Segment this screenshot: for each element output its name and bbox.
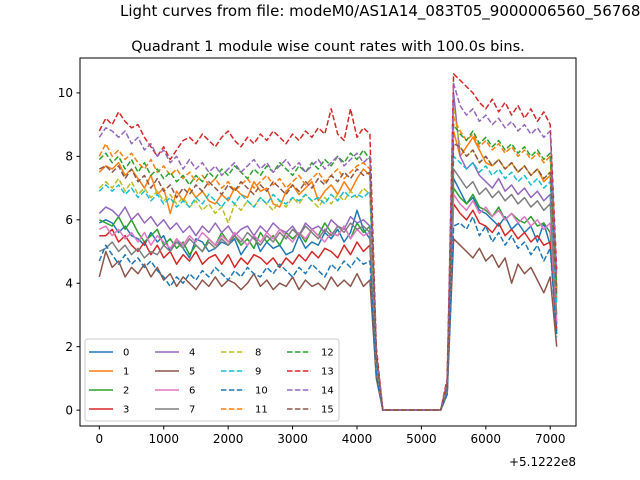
legend-label-14: 14 <box>321 386 334 397</box>
plot-frame <box>79 57 577 427</box>
series-line-6 <box>98 193 558 411</box>
legend-frame <box>84 338 340 422</box>
legend-label-15: 15 <box>321 405 334 416</box>
legend-label-11: 11 <box>255 405 268 416</box>
y-tick-label: 4 <box>65 277 73 291</box>
y-tick-label: 2 <box>65 340 73 354</box>
legend-label-0: 0 <box>123 348 129 359</box>
legend-label-3: 3 <box>123 405 129 416</box>
legend-label-1: 1 <box>123 367 129 378</box>
series-line-5 <box>98 238 558 411</box>
legend-label-5: 5 <box>189 367 195 378</box>
y-tick-label: 10 <box>58 86 73 100</box>
x-tick-label: 6000 <box>471 432 502 446</box>
series-line-10 <box>98 215 558 411</box>
series-line-12 <box>98 123 558 411</box>
x-tick-label: 3000 <box>277 432 308 446</box>
legend-label-10: 10 <box>255 386 268 397</box>
x-offset-label: +5.1222e8 <box>509 455 576 469</box>
legend-label-4: 4 <box>189 348 195 359</box>
legend-label-2: 2 <box>123 386 129 397</box>
series-line-9 <box>98 155 558 411</box>
legend-label-8: 8 <box>255 348 261 359</box>
x-tick-label: 0 <box>96 432 104 446</box>
y-tick-label: 6 <box>65 213 73 227</box>
series-line-3 <box>99 203 558 411</box>
series-line-7 <box>98 168 558 411</box>
x-tick-label: 1000 <box>148 432 179 446</box>
chart-title: Quadrant 1 module wise count rates with … <box>131 39 525 55</box>
legend-label-7: 7 <box>189 405 195 416</box>
y-tick-label: 8 <box>65 150 73 164</box>
series-line-13 <box>98 73 558 411</box>
series-line-14 <box>98 82 558 411</box>
x-tick-label: 7000 <box>535 432 566 446</box>
x-tick-label: 4000 <box>342 432 373 446</box>
series-lines <box>98 73 558 411</box>
x-tick-label: 5000 <box>406 432 437 446</box>
legend-label-13: 13 <box>321 367 334 378</box>
legend-label-12: 12 <box>321 348 334 359</box>
x-tick-label: 2000 <box>213 432 244 446</box>
legend-label-6: 6 <box>189 386 195 397</box>
figure-suptitle: Light curves from file: modeM0/AS1A14_08… <box>120 2 640 20</box>
y-tick-label: 0 <box>65 403 73 417</box>
series-line-4 <box>98 92 558 411</box>
legend-label-9: 9 <box>255 367 261 378</box>
series-line-15 <box>98 142 558 411</box>
